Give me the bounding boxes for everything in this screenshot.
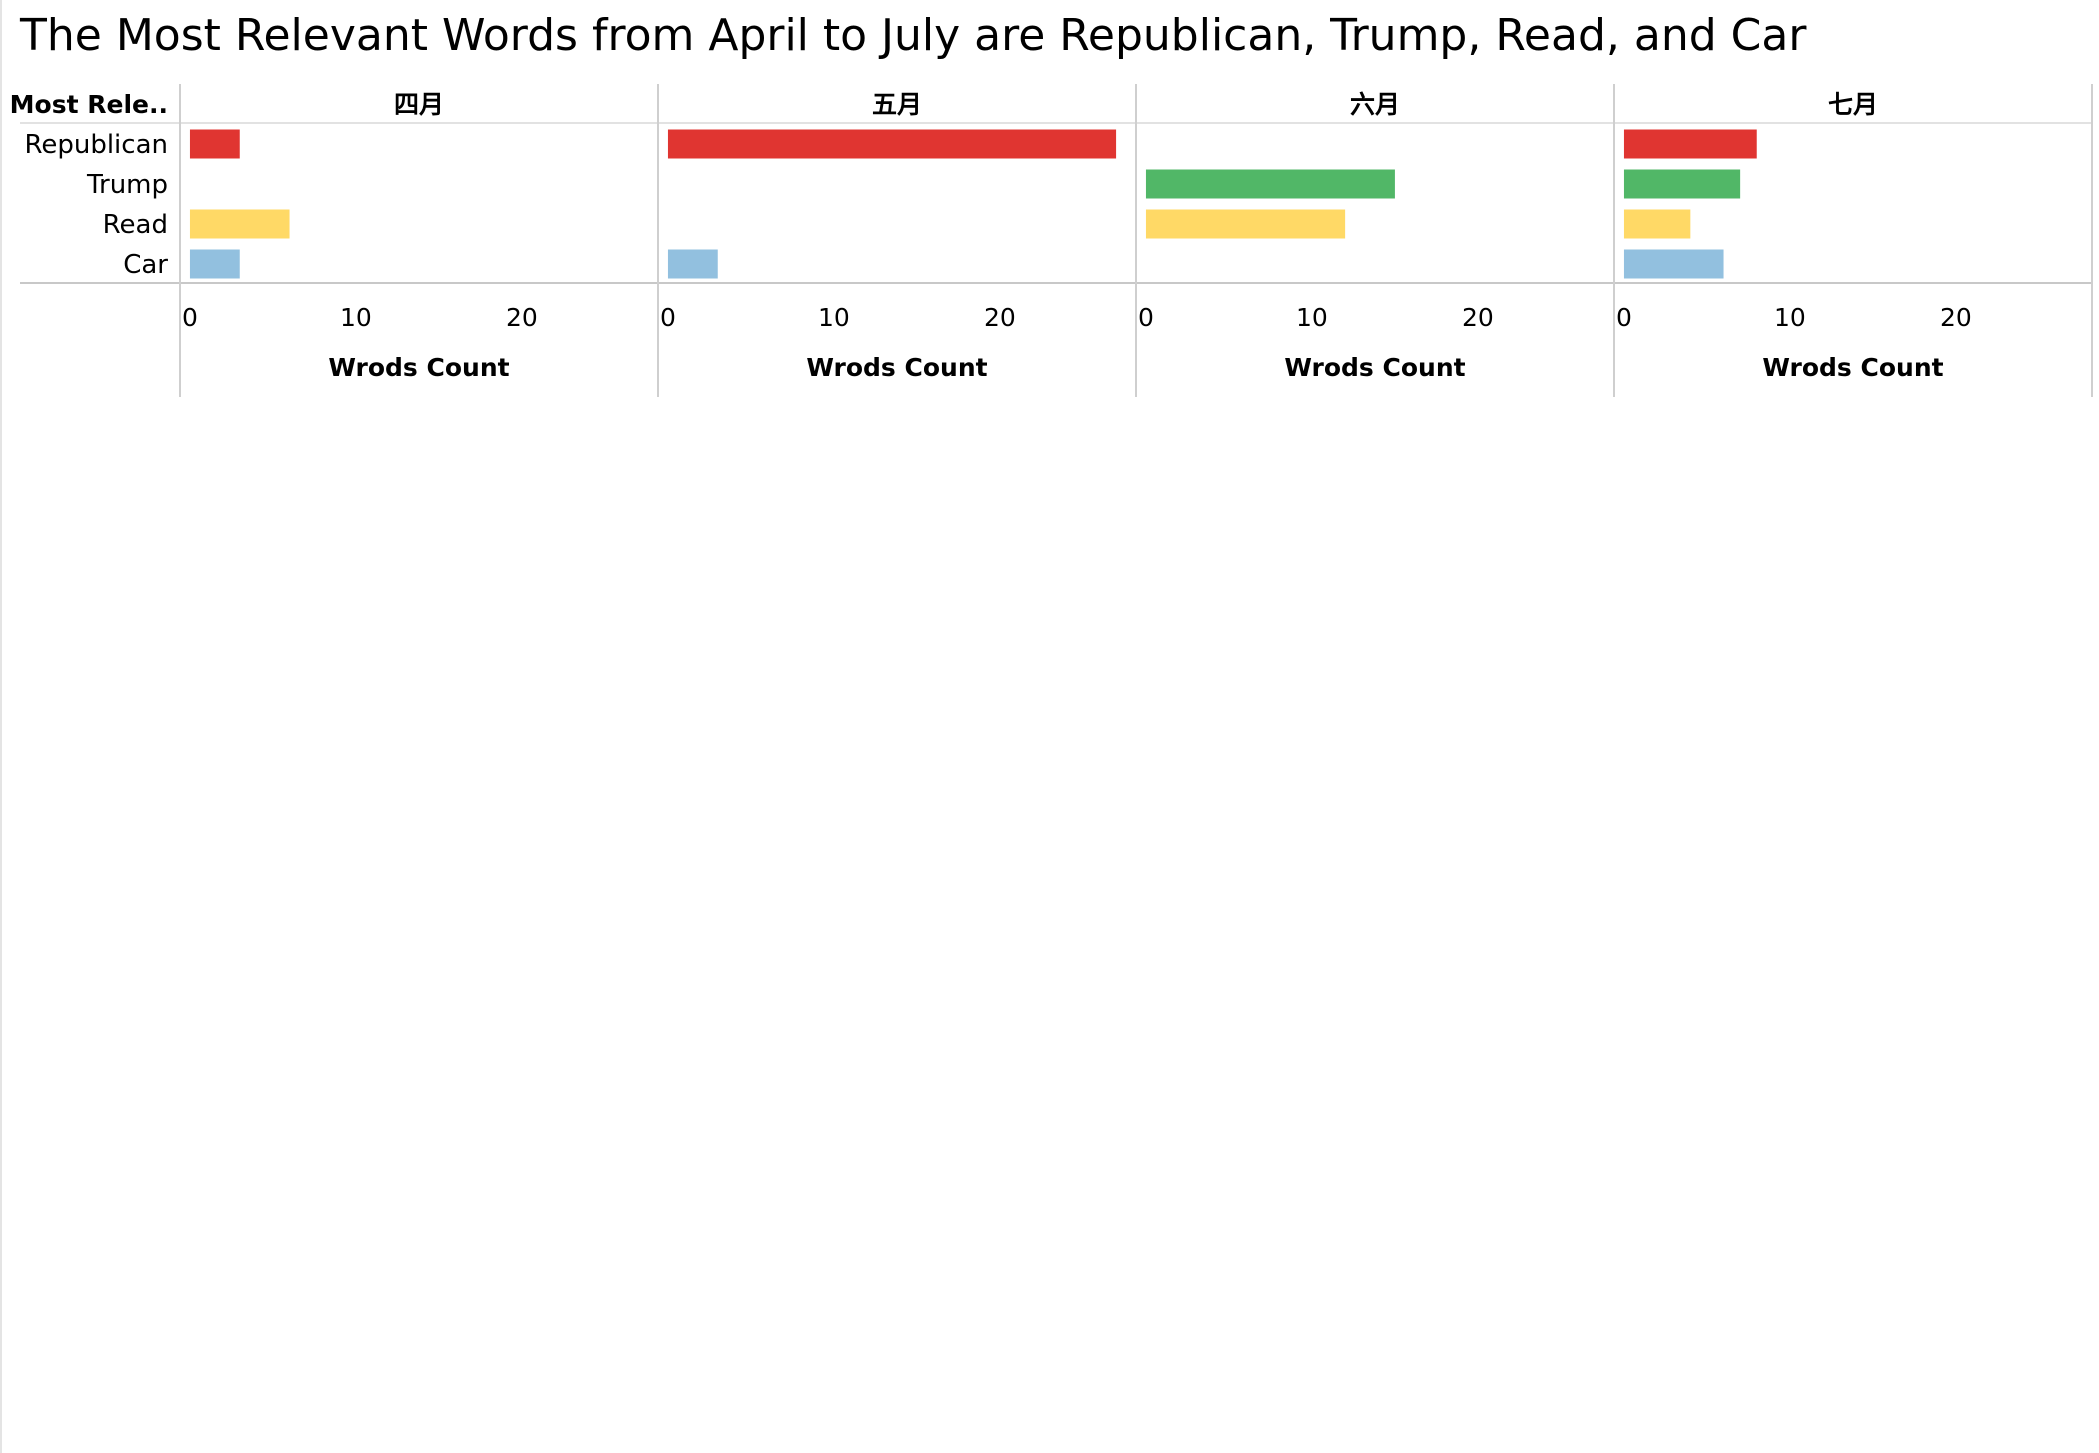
x-tick-label: 10 bbox=[1296, 303, 1328, 332]
bar-read bbox=[1145, 209, 1346, 239]
bar-republican bbox=[667, 129, 1117, 159]
panel-header: 七月 bbox=[1828, 90, 1878, 119]
x-tick-label: 10 bbox=[818, 303, 850, 332]
bar-car bbox=[189, 249, 240, 279]
category-label: Trump bbox=[86, 170, 168, 200]
x-tick-label: 0 bbox=[182, 303, 198, 332]
x-tick-label: 10 bbox=[1774, 303, 1806, 332]
category-label: Car bbox=[123, 250, 168, 280]
x-tick-label: 0 bbox=[1616, 303, 1632, 332]
x-axis-title: Wrods Count bbox=[1762, 353, 1943, 382]
x-axis-title: Wrods Count bbox=[328, 353, 509, 382]
bar-read bbox=[1623, 209, 1691, 239]
panel-header: 六月 bbox=[1350, 90, 1400, 119]
panel-header: 四月 bbox=[394, 90, 444, 119]
bar-car bbox=[1623, 249, 1724, 279]
chart-title: The Most Relevant Words from April to Ju… bbox=[20, 10, 1807, 61]
x-axis-title: Wrods Count bbox=[806, 353, 987, 382]
bar-trump bbox=[1623, 169, 1741, 199]
x-tick-label: 20 bbox=[984, 303, 1016, 332]
bar-trump bbox=[1145, 169, 1395, 199]
x-tick-label: 10 bbox=[340, 303, 372, 332]
x-tick-label: 20 bbox=[1940, 303, 1972, 332]
x-axis-title: Wrods Count bbox=[1284, 353, 1465, 382]
category-label: Read bbox=[103, 210, 168, 240]
x-tick-label: 0 bbox=[1138, 303, 1154, 332]
category-label: Republican bbox=[24, 130, 168, 160]
bar-car bbox=[667, 249, 718, 279]
x-tick-label: 0 bbox=[660, 303, 676, 332]
bar-republican bbox=[1623, 129, 1757, 159]
row-header: Most Rele.. bbox=[10, 90, 168, 119]
x-tick-label: 20 bbox=[506, 303, 538, 332]
panel-header: 五月 bbox=[872, 90, 922, 119]
bar-republican bbox=[189, 129, 240, 159]
x-tick-label: 20 bbox=[1462, 303, 1494, 332]
bar-read bbox=[189, 209, 290, 239]
